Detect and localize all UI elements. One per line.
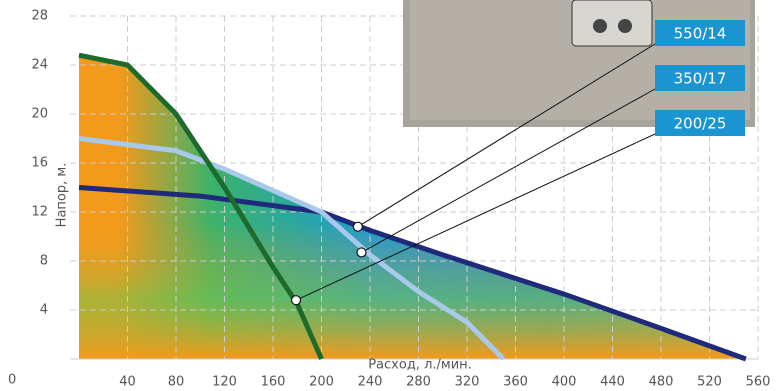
x-tick-label: 200 — [309, 375, 334, 390]
y-tick-label: 0 — [8, 373, 16, 388]
x-tick-label: 320 — [455, 375, 480, 390]
legend-label: 200/25 — [674, 115, 727, 133]
callout-line — [361, 88, 656, 253]
legend-box: 200/25 — [655, 110, 745, 136]
y-tick-label: 28 — [31, 9, 48, 24]
legend-box-bg — [655, 110, 745, 136]
callout-line — [357, 43, 656, 228]
y-axis-label: Напор, м. — [55, 163, 70, 228]
x-tick-label: 440 — [600, 375, 625, 390]
legend-label: 550/14 — [674, 25, 727, 43]
photo — [403, 0, 755, 127]
callout-point — [352, 221, 363, 232]
y-tick-label: 16 — [31, 156, 48, 171]
x-tick-label: 400 — [552, 375, 577, 390]
x-tick-label: 360 — [503, 375, 528, 390]
x-tick-label: 560 — [746, 375, 771, 390]
envelope-shade — [79, 55, 746, 359]
y-tick-label: 4 — [40, 303, 48, 318]
legend-box: 550/14 — [655, 20, 745, 46]
legend-box-bg — [655, 20, 745, 46]
x-tick-label: 240 — [358, 375, 383, 390]
x-axis-label: Расход, л./мин. — [368, 358, 472, 373]
legend-box: 350/17 — [655, 65, 745, 91]
y-tick-label: 8 — [40, 254, 48, 269]
y-tick-label: 20 — [31, 107, 48, 122]
callout-line — [295, 133, 656, 301]
legend-label: 350/17 — [674, 70, 727, 88]
x-tick-label: 40 — [119, 375, 136, 390]
y-tick-label: 12 — [31, 205, 48, 220]
y-tick-label: 24 — [31, 58, 48, 73]
pump-curve — [78, 136, 506, 361]
x-tick-label: 160 — [261, 375, 286, 390]
x-tick-label: 480 — [649, 375, 674, 390]
x-tick-label: 80 — [168, 375, 185, 390]
callout-point — [290, 295, 302, 306]
pump-curve — [78, 185, 747, 362]
legend-box-bg — [655, 65, 745, 91]
callout-point — [356, 247, 367, 258]
x-tick-label: 280 — [406, 375, 431, 390]
x-tick-label: 120 — [212, 375, 237, 390]
x-tick-label: 520 — [697, 375, 722, 390]
